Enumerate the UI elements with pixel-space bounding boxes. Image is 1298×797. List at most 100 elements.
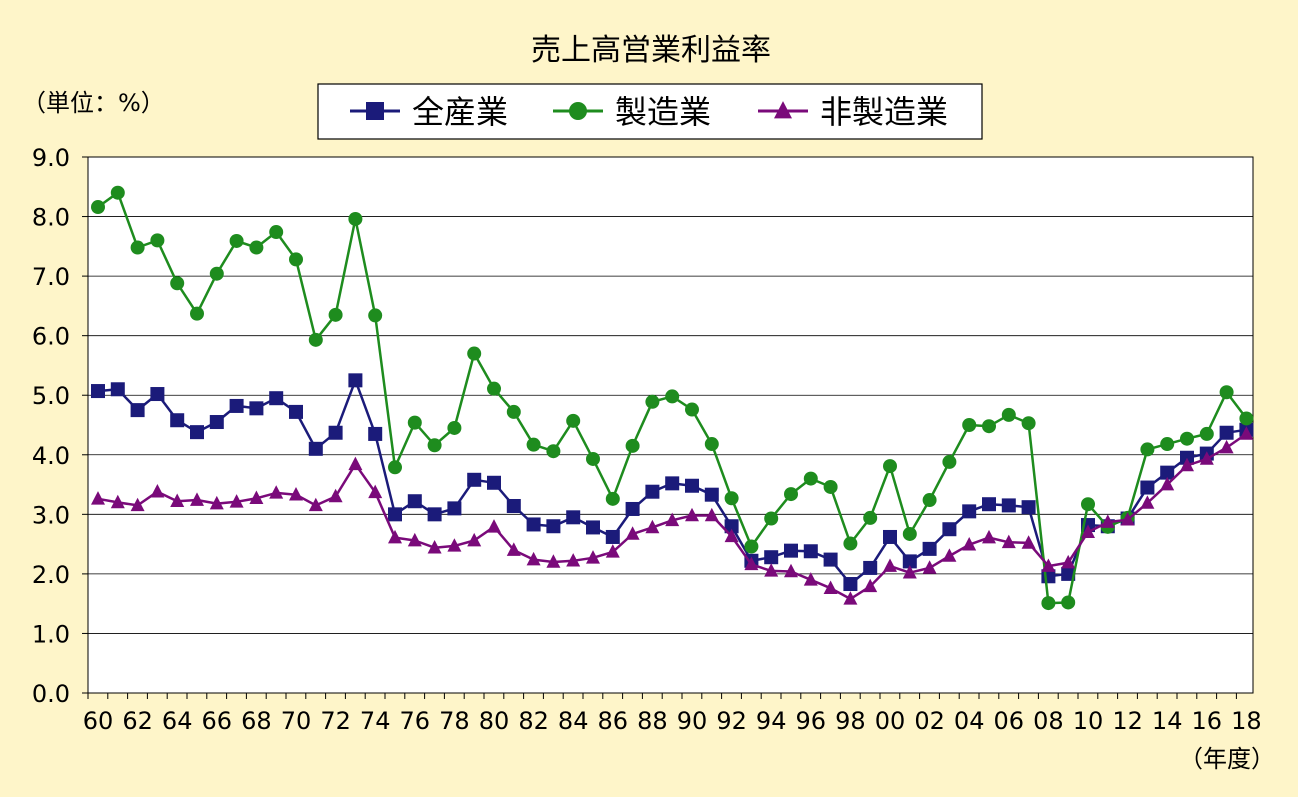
data-point [427,539,442,554]
data-point [427,438,442,453]
data-point [724,519,739,534]
data-point [784,487,798,502]
data-point [289,404,303,419]
data-point [269,225,284,240]
data-point [803,471,818,486]
x-tick-label: 88 [637,707,668,735]
x-tick-label: 68 [241,707,272,735]
y-tick-label: 6.0 [32,323,70,351]
data-point [388,529,402,544]
data-point [685,402,699,417]
data-point [843,591,858,605]
plot-area [87,156,1254,694]
data-point [110,382,125,397]
y-tick-label: 2.0 [32,561,70,589]
data-point [229,494,244,508]
y-tick-label: 7.0 [32,263,70,291]
data-point [704,437,719,452]
legend-marker [774,101,792,119]
x-tick-label: 64 [162,707,193,735]
x-tick-label: 14 [1152,707,1183,735]
data-point [1001,534,1016,549]
x-tick-label: 02 [914,707,945,735]
x-tick-label: 04 [954,707,985,735]
legend-marker [569,102,587,120]
data-point [289,252,303,267]
x-tick-label: 84 [558,707,589,735]
data-point [546,444,561,459]
data-point [1140,442,1155,457]
legend-marker [366,102,384,120]
data-point [1081,497,1095,512]
data-point [526,517,541,532]
data-point [665,512,680,527]
data-point [170,276,185,291]
data-point [249,240,264,255]
data-point [1180,457,1194,472]
data-point [1021,500,1036,515]
data-point [269,391,284,406]
series-1 [91,373,1254,592]
y-tick-label: 0.0 [32,680,70,708]
y-axis-ticks: 0.0 1.0 2.0 3.0 4.0 5.0 6.0 7.0 8.0 9.0 [32,144,88,708]
data-point [1180,431,1194,446]
legend: 全産業 製造業 非製造業 [350,93,948,131]
data-point [744,556,759,571]
data-point [902,564,917,579]
data-point [447,538,462,552]
x-tick-label: 18 [1231,707,1262,735]
data-point [467,532,482,547]
data-point [170,413,185,428]
data-point [902,554,917,569]
data-point [883,558,897,572]
data-point [744,539,759,554]
data-point [130,240,145,255]
x-tick-label: 80 [479,707,510,735]
y-tick-label: 1.0 [32,620,70,648]
data-point [328,307,343,322]
data-point [407,532,422,547]
data-point [863,578,878,593]
legend-label: 非製造業 [820,93,948,131]
series-3 [91,426,1254,605]
x-tick-label: 98 [835,707,866,735]
data-point [566,553,581,567]
data-point [843,536,858,551]
data-point [1041,596,1056,611]
x-tick-label: 60 [83,707,114,735]
data-point [863,510,878,525]
data-point [665,476,680,491]
data-point [605,491,620,506]
series-2 [91,185,1254,611]
data-point [447,420,462,435]
x-tick-label: 00 [875,707,906,735]
data-point [150,484,165,498]
data-point [724,491,739,506]
data-point [427,507,442,522]
data-point [487,475,501,490]
data-point [91,200,105,215]
data-point [803,544,818,559]
data-point [645,394,660,409]
data-point [1021,416,1036,431]
x-tick-label: 94 [756,707,787,735]
data-point [942,522,957,537]
chart-title: 売上高営業利益率 [531,33,771,68]
data-point [506,404,521,419]
data-point [704,507,719,522]
data-point [526,437,541,452]
data-point [110,185,125,200]
data-point [487,381,501,396]
data-point [605,544,620,558]
data-point [368,426,383,441]
data-point [863,560,878,575]
data-point [1001,407,1016,422]
data-point [764,550,779,565]
data-point [645,519,660,534]
data-point [605,529,620,544]
data-point [764,563,779,577]
data-point [823,580,838,594]
data-point [506,498,521,513]
data-point [348,373,363,388]
data-point [942,548,957,562]
